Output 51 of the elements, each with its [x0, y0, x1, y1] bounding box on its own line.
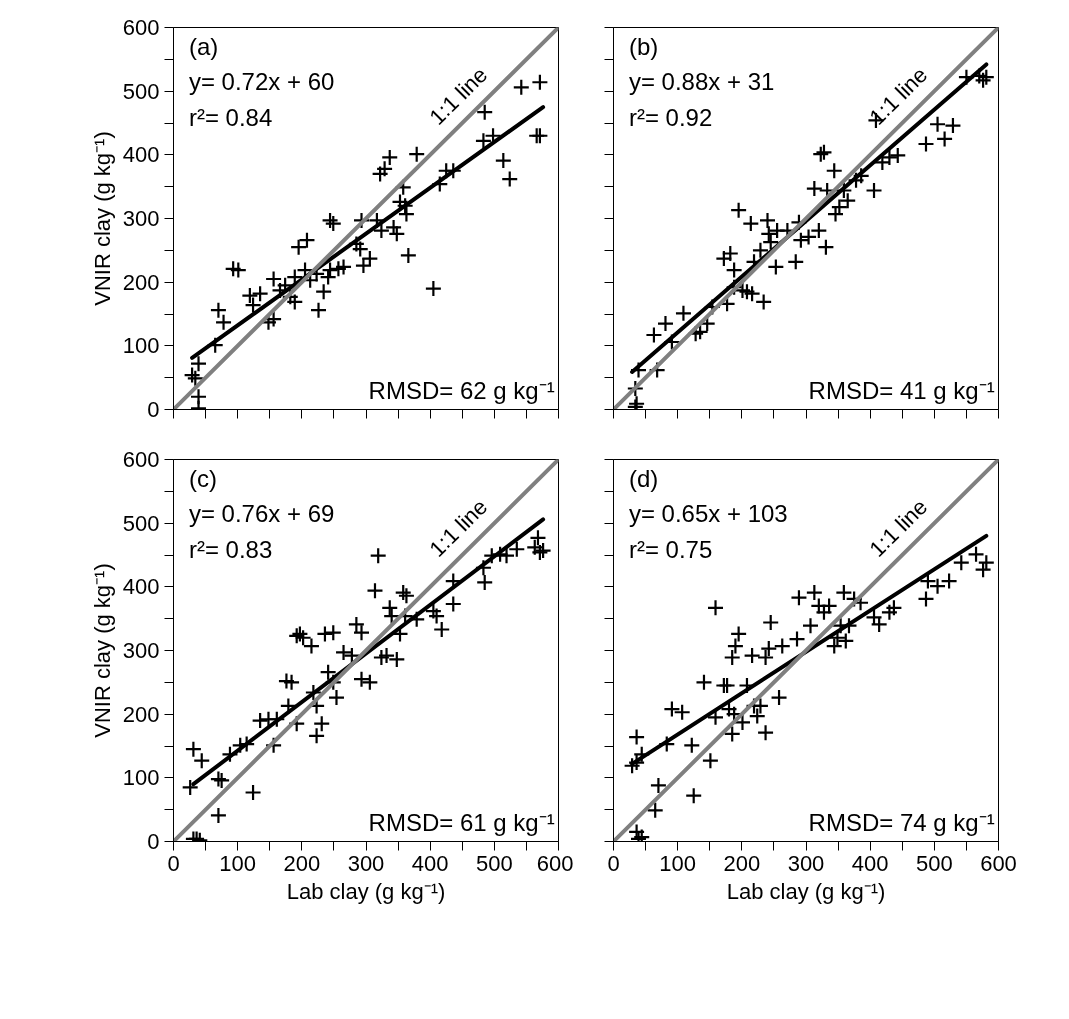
y-tick-label: 400: [122, 142, 160, 168]
y-tick-label: 400: [122, 574, 160, 600]
annotation: y= 0.88x + 31: [628, 68, 775, 96]
x-tick-label: 500: [915, 850, 953, 876]
y-tick-label: 200: [122, 269, 160, 295]
x-tick-label: 300: [787, 850, 825, 876]
x-tick-label: 400: [851, 850, 889, 876]
x-axis-title: Lab clay (g kg⁻¹): [726, 878, 886, 904]
annotation: r²= 0.92: [628, 103, 713, 131]
y-axis-title: VNIR clay (g kg⁻¹): [89, 563, 115, 738]
y-tick-label: 0: [147, 397, 160, 422]
x-tick-label: 0: [167, 850, 180, 876]
y-tick-label: 600: [122, 15, 160, 40]
x-tick-label: 500: [475, 850, 513, 876]
annotation: y= 0.65x + 103: [628, 500, 788, 528]
y-tick-label: 200: [122, 701, 160, 727]
x-tick-label: 200: [723, 850, 761, 876]
annotation: (c): [188, 465, 217, 493]
y-tick-label: 300: [122, 206, 160, 231]
annotation: y= 0.76x + 69: [188, 500, 335, 528]
annotation: r²= 0.83: [188, 535, 273, 563]
y-tick-label: 300: [122, 638, 160, 663]
y-tick-label: 100: [122, 333, 160, 359]
x-tick-label: 400: [411, 850, 449, 876]
text: 1:1 line: [424, 62, 493, 130]
y-axis-title: VNIR clay (g kg⁻¹): [89, 131, 115, 306]
annotation: (a): [188, 33, 219, 61]
x-tick-label: 600: [980, 850, 1017, 876]
annotation: (b): [628, 33, 659, 61]
x-tick-label: 300: [347, 850, 385, 876]
annotation: r²= 0.84: [188, 103, 273, 131]
text: 1:1 line: [864, 494, 933, 562]
text: 1:1 line: [424, 494, 493, 562]
annotation: RMSD= 62 g kg⁻¹: [368, 376, 555, 404]
annotation: (d): [628, 465, 659, 493]
y-tick-label: 500: [122, 510, 160, 536]
annotation: RMSD= 61 g kg⁻¹: [368, 808, 555, 836]
annotation: y= 0.72x + 60: [188, 68, 335, 96]
y-tick-label: 0: [147, 829, 160, 854]
y-tick-label: 100: [122, 765, 160, 791]
y-tick-label: 500: [122, 78, 160, 104]
annotation: RMSD= 41 g kg⁻¹: [808, 376, 995, 404]
annotation: r²= 0.75: [628, 535, 713, 563]
y-tick-label: 600: [122, 447, 160, 472]
x-tick-label: 600: [536, 850, 574, 876]
x-tick-label: 200: [283, 850, 321, 876]
x-tick-label: 100: [219, 850, 257, 876]
annotation: RMSD= 74 g kg⁻¹: [808, 808, 995, 836]
x-tick-label: 100: [659, 850, 697, 876]
x-tick-label: 0: [607, 850, 620, 876]
x-axis-title: Lab clay (g kg⁻¹): [286, 878, 446, 904]
